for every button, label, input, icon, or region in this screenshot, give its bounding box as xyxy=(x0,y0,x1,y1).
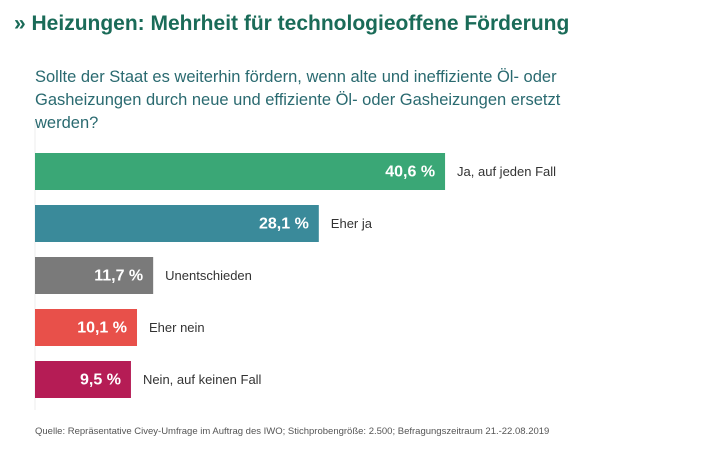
source-note: Quelle: Repräsentative Civey-Umfrage im … xyxy=(35,426,550,437)
category-label: Eher nein xyxy=(149,320,205,335)
category-label: Ja, auf jeden Fall xyxy=(457,164,556,179)
category-label: Nein, auf keinen Fall xyxy=(143,372,262,387)
value-label: 9,5 % xyxy=(80,372,121,389)
bar xyxy=(35,257,154,294)
bar xyxy=(35,361,131,398)
category-label: Eher ja xyxy=(331,216,373,231)
value-label: 11,7 % xyxy=(94,268,143,285)
chart-title: » Heizungen: Mehrheit für technologieoff… xyxy=(14,12,570,35)
category-label: Unentschieden xyxy=(165,268,252,283)
value-label: 28,1 % xyxy=(259,216,309,233)
chart-subtitle: Sollte der Staat es weiterhin fördern, w… xyxy=(35,68,561,132)
bar xyxy=(35,153,446,190)
value-label: 40,6 % xyxy=(385,164,435,181)
bar xyxy=(35,205,319,242)
value-label: 10,1 % xyxy=(77,320,127,337)
bar xyxy=(35,309,138,346)
